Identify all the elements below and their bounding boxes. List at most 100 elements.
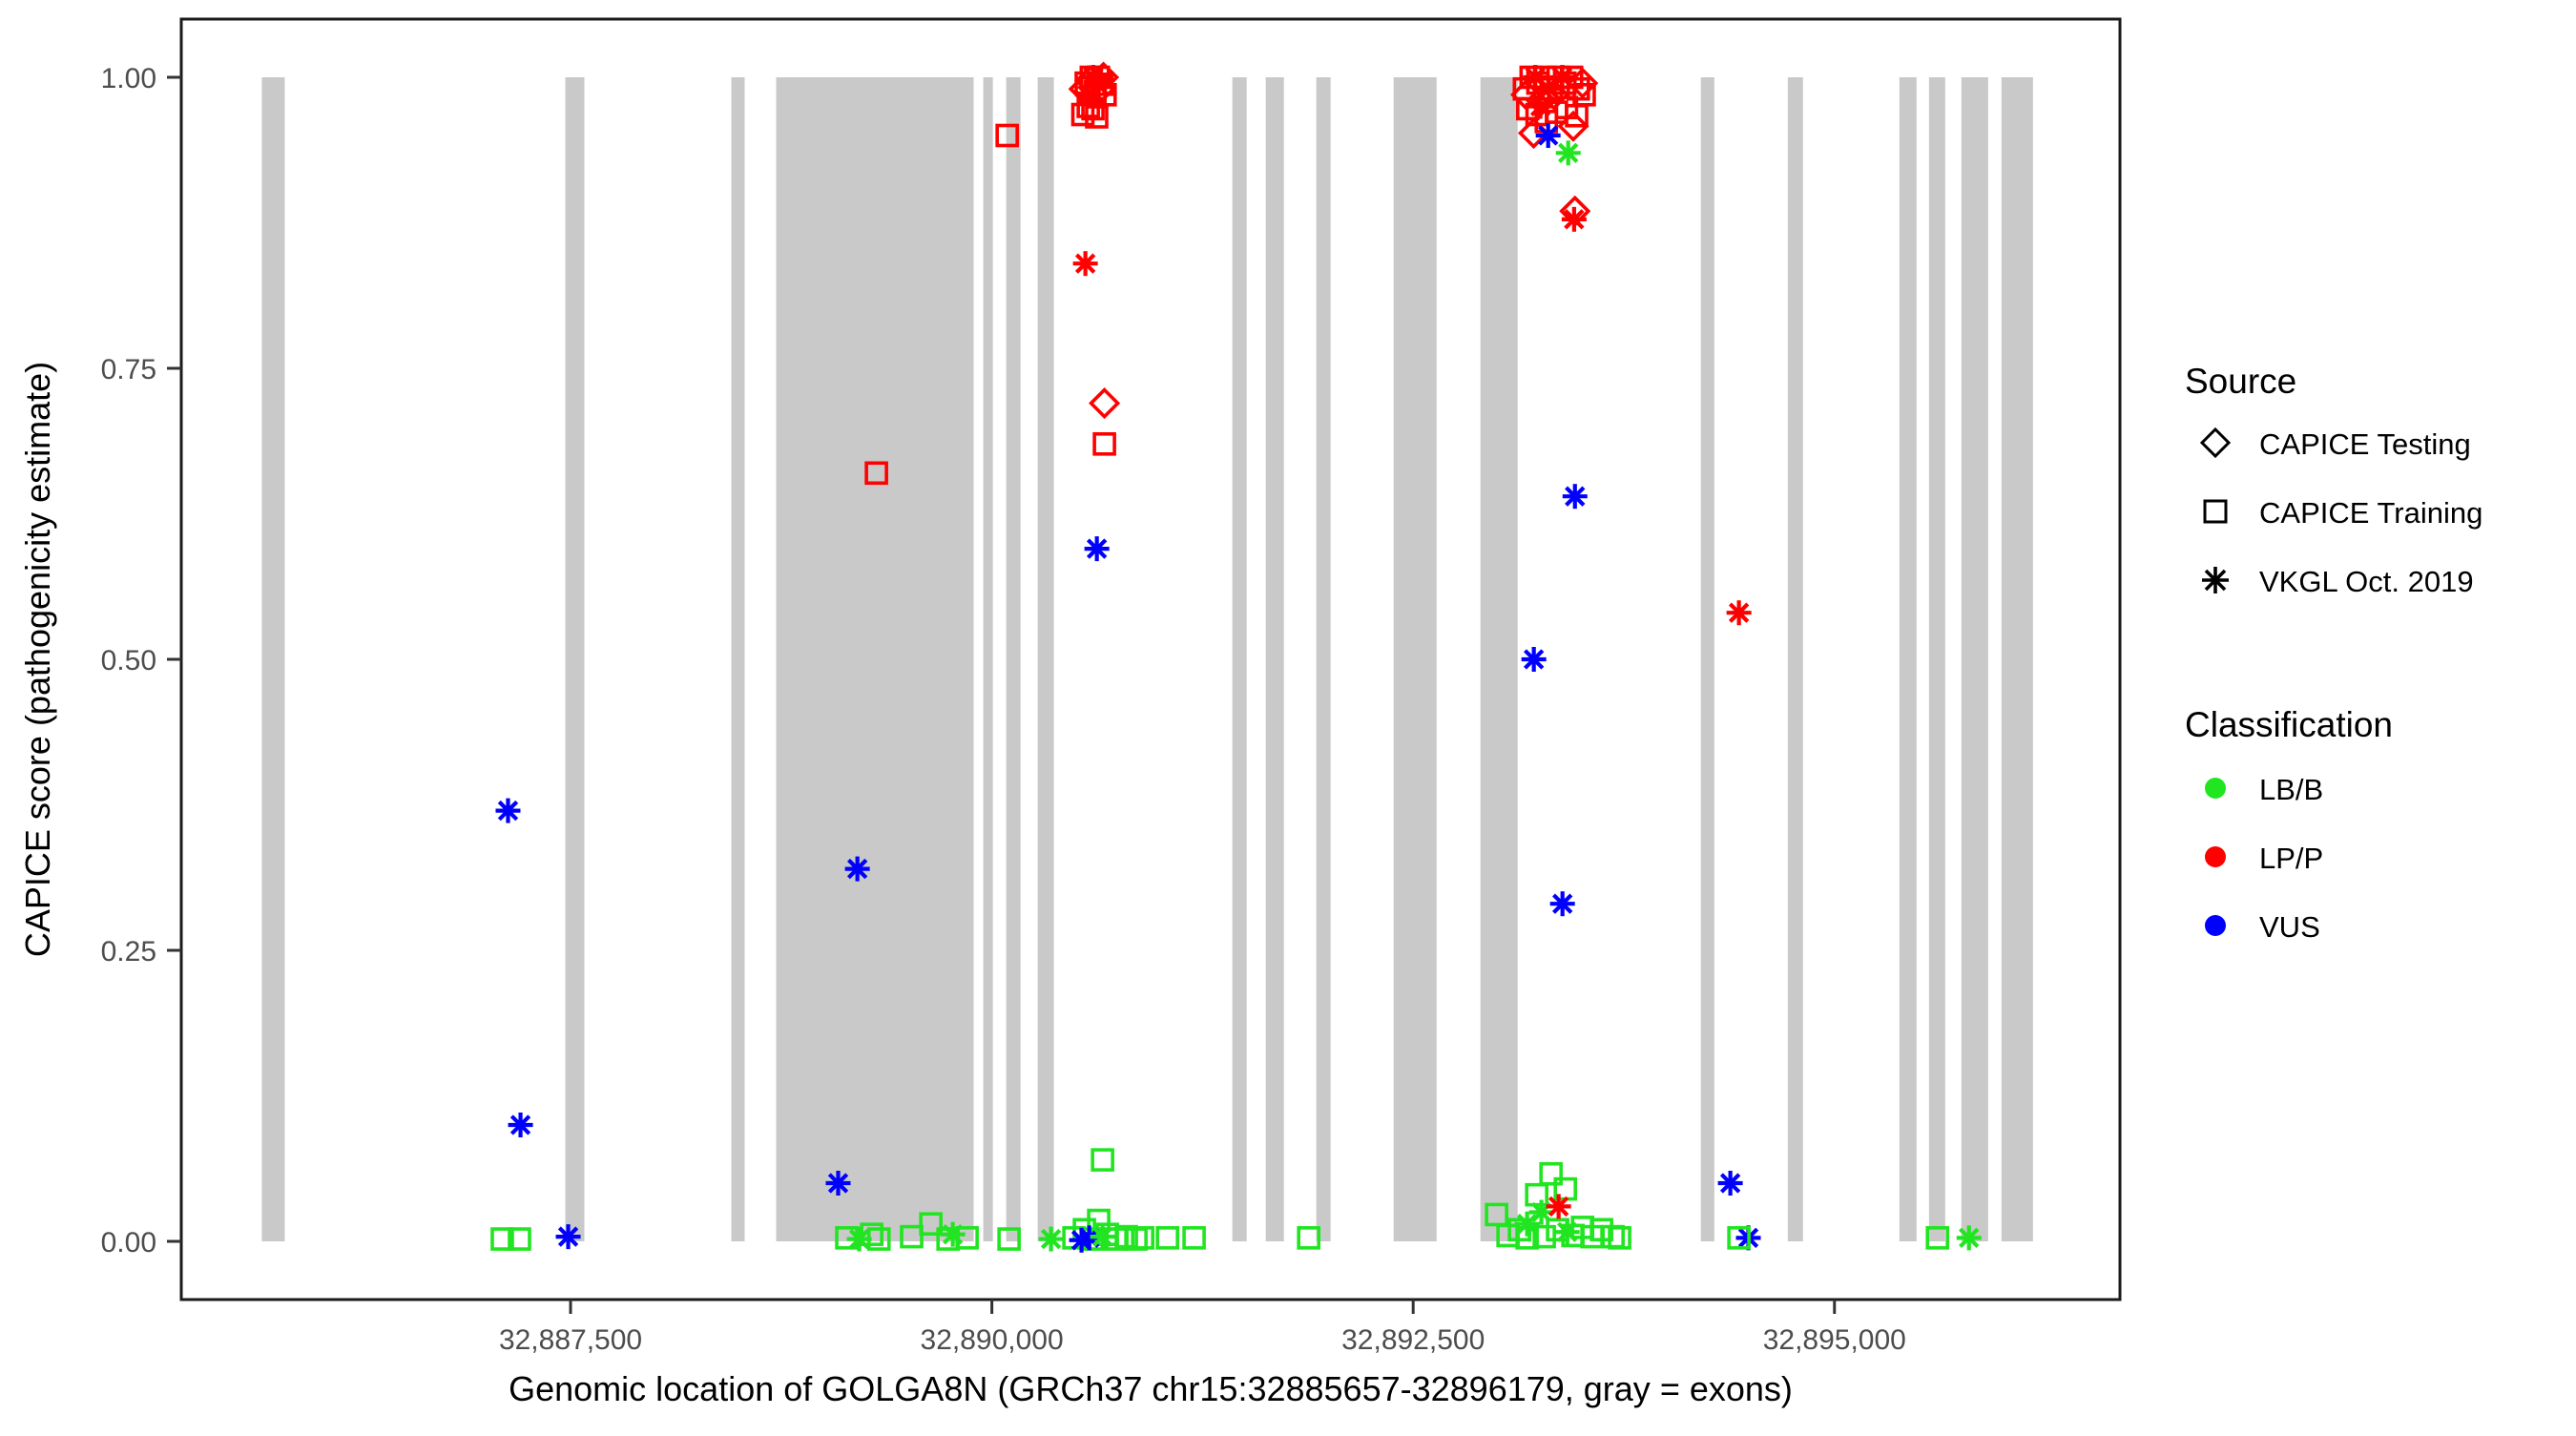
legend-item-capice-testing: CAPICE Testing	[2199, 427, 2471, 461]
legend-item-label: LB/B	[2259, 773, 2323, 806]
point-square	[1092, 431, 1116, 456]
point-asterisk	[1038, 1226, 1064, 1252]
legend-item-vus: VUS	[2205, 910, 2320, 944]
exon-bar	[731, 77, 745, 1241]
point-square	[919, 1212, 943, 1236]
legend-item-label: LP/P	[2259, 842, 2323, 875]
legend-source: Source CAPICE Testing CAPICE Training VK…	[2185, 362, 2483, 598]
exon-bar	[1037, 77, 1054, 1241]
exon-bar	[1316, 77, 1331, 1241]
y-axis-title: CAPICE score (pathogenicity estimate)	[18, 362, 57, 957]
diamond-icon	[2199, 427, 2232, 459]
point-asterisk	[1726, 600, 1752, 626]
x-tick-label: 32,895,000	[1763, 1324, 1906, 1356]
exon-bar	[2001, 77, 2033, 1241]
y-tick-label: 1.00	[101, 63, 156, 94]
point-asterisk	[495, 798, 521, 823]
point-asterisk	[1561, 206, 1587, 232]
point-asterisk	[940, 1221, 966, 1247]
exon-bars	[261, 77, 2033, 1241]
point-diamond	[1557, 110, 1589, 142]
point-square	[1297, 1226, 1320, 1250]
legend-item-label: CAPICE Training	[2259, 496, 2483, 530]
point-asterisk	[1554, 1219, 1580, 1245]
point-asterisk	[1086, 73, 1111, 98]
point-asterisk	[1514, 1211, 1540, 1237]
legend-classification: Classification LB/B LP/P VUS	[2185, 705, 2393, 944]
point-square	[1155, 1226, 1179, 1250]
exon-bar	[1480, 77, 1518, 1241]
point-square	[900, 1224, 924, 1249]
point-square	[955, 1226, 979, 1250]
square-icon	[2203, 499, 2228, 524]
point-asterisk	[1084, 536, 1110, 562]
point-square	[1532, 1224, 1556, 1249]
point-asterisk	[508, 1113, 533, 1137]
lbb-dot-icon	[2205, 778, 2226, 799]
y-axis-ticks: 1.00 0.75 0.50 0.25 0.00	[101, 63, 181, 1259]
exon-bar	[1265, 77, 1284, 1241]
vus-dot-icon	[2205, 915, 2226, 936]
point-asterisk	[825, 1171, 851, 1196]
legend-item-label: VUS	[2259, 910, 2320, 944]
point-asterisk	[1956, 1225, 1982, 1251]
point-square	[1091, 1148, 1114, 1172]
asterisk-icon	[2202, 567, 2229, 593]
x-tick-label: 32,892,500	[1341, 1324, 1485, 1356]
y-tick-label: 0.75	[101, 354, 156, 385]
data-points	[490, 61, 1982, 1253]
point-asterisk	[1549, 65, 1575, 90]
exon-bar	[983, 77, 993, 1241]
y-tick-label: 0.50	[101, 645, 156, 676]
legend-item-lpp: LP/P	[2205, 842, 2323, 875]
exon-bar	[1961, 77, 1988, 1241]
point-asterisk	[1069, 1227, 1094, 1253]
point-square	[1182, 1226, 1206, 1250]
point-asterisk	[1546, 1194, 1571, 1219]
x-tick-label: 32,890,000	[921, 1324, 1064, 1356]
point-square	[1131, 1226, 1154, 1250]
y-tick-label: 0.00	[101, 1227, 156, 1259]
point-square	[1925, 1226, 1950, 1250]
point-asterisk	[1717, 1171, 1743, 1196]
x-axis-ticks: 32,887,500 32,890,000 32,892,500 32,895,000	[499, 1300, 1906, 1356]
point-diamond	[1089, 387, 1121, 420]
point-asterisk	[1072, 251, 1098, 277]
exon-bar	[1232, 77, 1247, 1241]
point-square	[1085, 105, 1109, 129]
legend-item-label: CAPICE Testing	[2259, 427, 2471, 461]
point-square	[1565, 103, 1589, 128]
point-diamond	[1509, 78, 1543, 111]
point-asterisk	[844, 856, 870, 882]
point-square	[1070, 102, 1095, 127]
point-square	[866, 1227, 891, 1251]
legend-source-title: Source	[2185, 362, 2296, 401]
point-asterisk	[1521, 647, 1547, 672]
point-square	[490, 1227, 514, 1251]
legend-item-label: VKGL Oct. 2019	[2259, 565, 2474, 598]
point-square	[1608, 1226, 1631, 1250]
point-square	[995, 123, 1019, 148]
point-square	[1539, 1161, 1563, 1186]
legend-item-capice-training: CAPICE Training	[2203, 496, 2483, 530]
point-asterisk	[1555, 140, 1581, 166]
lpp-dot-icon	[2205, 846, 2226, 867]
legend-item-vkgl: VKGL Oct. 2019	[2202, 565, 2474, 598]
point-square	[508, 1227, 531, 1251]
point-square	[864, 461, 888, 486]
point-asterisk	[555, 1224, 581, 1250]
legend-classification-title: Classification	[2185, 705, 2393, 744]
x-tick-label: 32,887,500	[499, 1324, 642, 1356]
exon-bar	[776, 77, 974, 1241]
exon-bar	[1928, 77, 1945, 1241]
exon-bar	[1700, 77, 1714, 1241]
legend-item-lbb: LB/B	[2205, 773, 2323, 806]
point-asterisk	[1562, 484, 1588, 510]
exon-bar	[1899, 77, 1917, 1241]
y-tick-label: 0.25	[101, 936, 156, 968]
plot-panel	[179, 17, 2122, 1301]
exon-bar	[261, 77, 285, 1241]
point-square	[1507, 1217, 1531, 1242]
